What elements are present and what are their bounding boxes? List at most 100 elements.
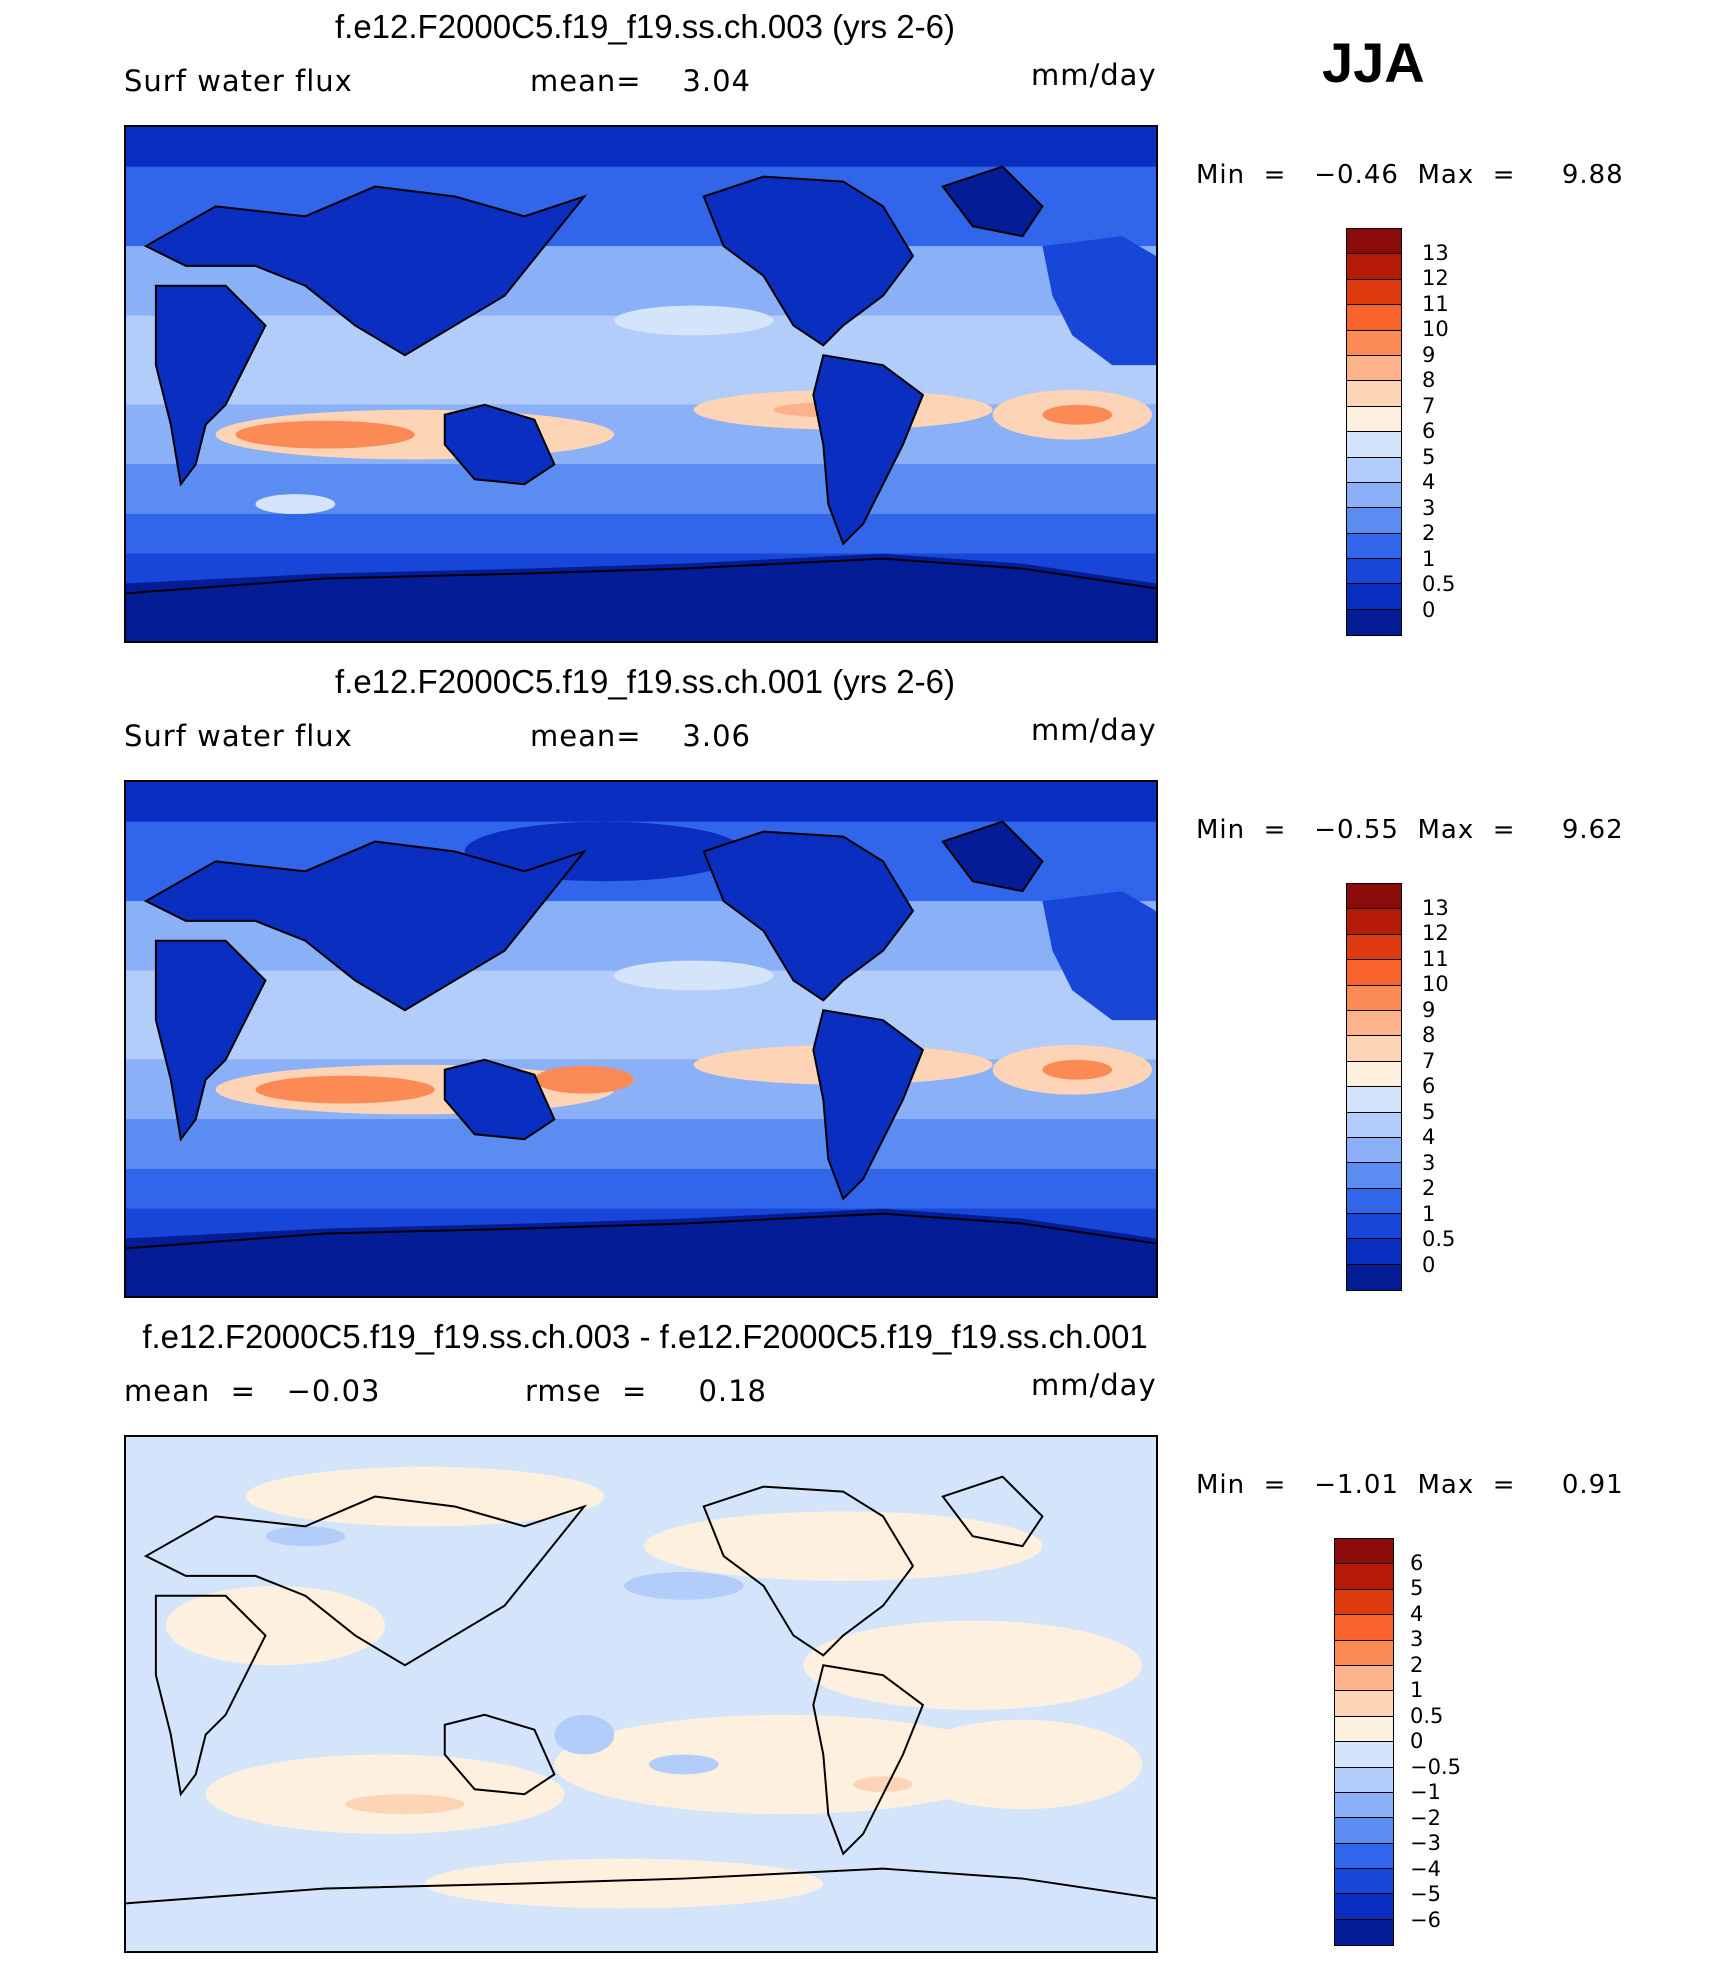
units-label: mm/day — [1031, 713, 1157, 747]
swatch — [1347, 381, 1401, 407]
swatch — [1347, 584, 1401, 610]
panel-ch003: f.e12.F2000C5.f19_f19.ss.ch.003 (yrs 2-6… — [0, 0, 1710, 655]
swatch — [1335, 1843, 1393, 1870]
tick-label: 2 — [1410, 1653, 1424, 1677]
tick-label: 1 — [1422, 547, 1436, 571]
tick-label: 13 — [1422, 241, 1449, 265]
min-max-readout: Min = −0.46 Max = 9.88 — [1196, 160, 1624, 190]
swatch — [1335, 1792, 1393, 1819]
tick-label: 7 — [1422, 1049, 1436, 1073]
map-field — [126, 782, 1156, 1296]
tick-label: 3 — [1422, 1151, 1436, 1175]
swatch — [1347, 279, 1401, 306]
swatch — [1335, 1615, 1393, 1641]
world-map — [124, 780, 1158, 1298]
swatch — [1347, 305, 1401, 331]
tick-label: −3 — [1410, 1831, 1441, 1855]
tick-label: 9 — [1422, 343, 1436, 367]
tick-label: 4 — [1422, 470, 1436, 494]
panel-title: f.e12.F2000C5.f19_f19.ss.ch.001 (yrs 2-6… — [334, 663, 955, 700]
tick-label: 0 — [1422, 1253, 1436, 1277]
world-map — [124, 125, 1158, 643]
swatch — [1347, 609, 1401, 636]
panel-ch001: f.e12.F2000C5.f19_f19.ss.ch.001 (yrs 2-6… — [0, 655, 1710, 1310]
tick-label: 0.5 — [1410, 1704, 1444, 1728]
swatch — [1347, 1036, 1401, 1062]
swatch — [1335, 1818, 1393, 1844]
tick-label: 13 — [1422, 896, 1449, 920]
tick-label: −6 — [1410, 1908, 1441, 1932]
tick-label: 0 — [1410, 1729, 1424, 1753]
swatch — [1347, 960, 1401, 986]
colorbar-swatches — [1346, 228, 1402, 636]
swatch — [1347, 330, 1401, 356]
swatch — [1347, 884, 1401, 910]
swatch — [1347, 1163, 1401, 1189]
swatch — [1347, 406, 1401, 433]
field-label: Surf water flux — [124, 64, 353, 98]
swatch — [1347, 909, 1401, 935]
tick-label: −1 — [1410, 1780, 1441, 1804]
swatch — [1335, 1894, 1393, 1920]
units-label: mm/day — [1031, 58, 1157, 92]
tick-label: 4 — [1422, 1125, 1436, 1149]
tick-label: 11 — [1422, 292, 1449, 316]
tick-label: −2 — [1410, 1806, 1441, 1830]
swatch — [1347, 1188, 1401, 1215]
tick-label: 0.5 — [1422, 1227, 1456, 1251]
tick-label: 8 — [1422, 1023, 1436, 1047]
tick-label: 2 — [1422, 1176, 1436, 1200]
swatch — [1347, 1137, 1401, 1164]
tick-label: 12 — [1422, 266, 1449, 290]
swatch — [1347, 1087, 1401, 1113]
swatch — [1347, 934, 1401, 961]
tick-label: 0 — [1422, 598, 1436, 622]
tick-label: 11 — [1422, 947, 1449, 971]
tick-label: −5 — [1410, 1882, 1441, 1906]
tick-label: 1 — [1410, 1678, 1424, 1702]
mean-readout: mean= 3.04 — [530, 64, 751, 98]
tick-label: 7 — [1422, 394, 1436, 418]
swatch — [1335, 1665, 1393, 1692]
tick-label: 5 — [1422, 445, 1436, 469]
tick-label: 4 — [1410, 1602, 1424, 1626]
field-label: Surf water flux — [124, 719, 353, 753]
rmse-readout: rmse = 0.18 — [525, 1374, 768, 1408]
swatch — [1335, 1742, 1393, 1768]
panel-difference: f.e12.F2000C5.f19_f19.ss.ch.003 - f.e12.… — [0, 1310, 1710, 1965]
tick-label: 10 — [1422, 317, 1449, 341]
tick-label: 8 — [1422, 368, 1436, 392]
swatch — [1347, 355, 1401, 382]
mean-readout: mean= 3.06 — [530, 719, 751, 753]
swatch — [1347, 1264, 1401, 1291]
swatch — [1335, 1640, 1393, 1666]
tick-label: 6 — [1422, 1074, 1436, 1098]
swatch — [1347, 533, 1401, 560]
swatch — [1335, 1767, 1393, 1793]
tick-label: −0.5 — [1410, 1755, 1461, 1779]
swatch — [1335, 1869, 1393, 1895]
tick-label: 3 — [1422, 496, 1436, 520]
swatch — [1347, 254, 1401, 280]
swatch — [1335, 1564, 1393, 1590]
swatch — [1335, 1589, 1393, 1616]
swatch — [1347, 508, 1401, 534]
colorbar-swatches — [1334, 1538, 1394, 1946]
panel-title: f.e12.F2000C5.f19_f19.ss.ch.003 (yrs 2-6… — [334, 8, 955, 45]
season-label: JJA — [1322, 31, 1425, 94]
swatch — [1347, 1239, 1401, 1265]
tick-label: 2 — [1422, 521, 1436, 545]
tick-label: 10 — [1422, 972, 1449, 996]
swatch — [1335, 1716, 1393, 1743]
units-label: mm/day — [1031, 1368, 1157, 1402]
tick-label: 12 — [1422, 921, 1449, 945]
swatch — [1347, 457, 1401, 483]
swatch — [1347, 432, 1401, 458]
swatch — [1347, 559, 1401, 585]
tick-label: 9 — [1422, 998, 1436, 1022]
tick-label: 5 — [1422, 1100, 1436, 1124]
world-map — [124, 1435, 1158, 1953]
tick-label: −4 — [1410, 1857, 1441, 1881]
swatch — [1335, 1539, 1393, 1565]
tick-label: 1 — [1422, 1202, 1436, 1226]
